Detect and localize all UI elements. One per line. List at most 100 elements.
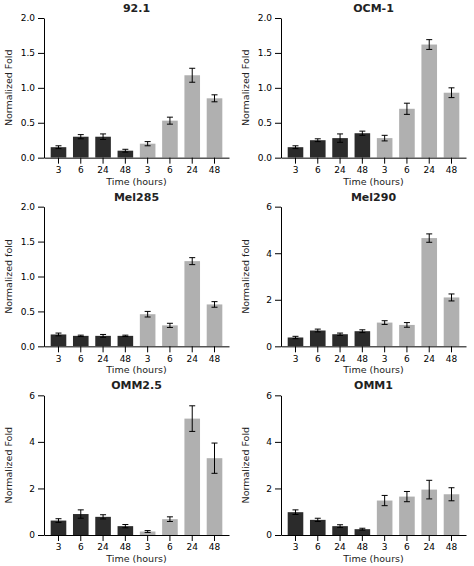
y-tick: 1.5 (258, 48, 281, 58)
error-bar (382, 135, 388, 141)
x-tick-label: 24 (334, 165, 346, 175)
y-tick: 0.0 (21, 153, 44, 163)
x-tick-label: 3 (145, 165, 151, 175)
bar (162, 325, 178, 346)
bar (399, 497, 415, 535)
y-tick-mark (38, 207, 44, 208)
y-tick-label: 1.0 (258, 83, 273, 93)
x-tick-mark (80, 158, 81, 164)
y-tick-label: 1.5 (258, 48, 272, 58)
x-tick-mark (169, 346, 170, 352)
plot-area (51, 258, 223, 347)
error-bar (359, 131, 365, 135)
bar (310, 520, 326, 535)
error-bar (189, 68, 195, 82)
y-tick-mark (275, 488, 281, 489)
x-tick-mark (214, 535, 215, 541)
y-axis-title: Normalized Fold (3, 50, 14, 127)
x-tick-label: 6 (404, 542, 410, 552)
y-tick-mark (38, 277, 44, 278)
y-tick-label: 0.5 (21, 307, 35, 317)
y-tick-label: 4 (266, 249, 272, 259)
error-bar (292, 336, 298, 338)
plot-area (288, 40, 460, 158)
bar (377, 323, 393, 347)
y-axis: 0.00.51.01.52.0 (258, 13, 282, 163)
x-tick: 6 (315, 158, 321, 175)
title: OMM1 (354, 379, 393, 392)
y-tick-mark (38, 53, 44, 54)
y-tick-mark (275, 535, 281, 536)
y-tick: 1.0 (21, 83, 44, 93)
x-tick-label: 48 (120, 165, 132, 175)
x-tick: 6 (404, 158, 410, 175)
x-tick: 24 (423, 158, 435, 175)
x-tick-mark (169, 535, 170, 541)
error-bar (337, 333, 343, 335)
error-bar (122, 335, 128, 336)
x-tick: 48 (446, 158, 458, 175)
x-tick-mark (317, 158, 318, 164)
y-tick: 2.0 (258, 13, 281, 23)
x-axis-title: Time (hours) (342, 176, 403, 187)
error-bar (404, 491, 410, 501)
x-tick-label: 6 (167, 354, 173, 364)
y-tick: 2 (266, 295, 281, 305)
x-axis: 362448362448 (45, 535, 230, 552)
y-tick: 1.0 (258, 83, 281, 93)
title: Mel285 (114, 191, 159, 204)
y-tick: 0 (266, 342, 281, 352)
x-tick-mark (295, 158, 296, 164)
error-bar (359, 330, 365, 333)
y-tick: 6 (266, 202, 281, 212)
y-tick-label: 0.5 (21, 118, 35, 128)
x-tick: 48 (209, 346, 221, 363)
x-tick-label: 48 (209, 354, 221, 364)
x-tick: 3 (382, 535, 388, 552)
bar-series (140, 258, 222, 347)
y-tick-label: 2.0 (21, 13, 36, 23)
y-axis-title: Normalized fold (240, 239, 251, 314)
x-tick-mark (147, 346, 148, 352)
x-tick-label: 24 (97, 354, 109, 364)
bar-series (288, 131, 370, 158)
y-tick-label: 2.0 (258, 13, 273, 23)
bar (95, 517, 111, 535)
y-tick: 2 (29, 484, 44, 494)
bar (421, 45, 437, 158)
x-tick-label: 6 (315, 354, 321, 364)
y-axis-title: Normalized Fold (240, 50, 251, 127)
error-bar (78, 510, 84, 518)
y-tick-mark (38, 535, 44, 536)
y-tick-label: 2 (266, 484, 272, 494)
error-bar (315, 139, 321, 142)
x-tick-mark (406, 346, 407, 352)
y-tick: 2.0 (21, 202, 44, 212)
y-axis-title: Normalized Fold (240, 427, 251, 504)
x-tick-mark (362, 535, 363, 541)
x-tick: 3 (56, 346, 62, 363)
x-tick: 6 (315, 346, 321, 363)
y-tick-mark (38, 311, 44, 312)
bar (73, 137, 89, 158)
x-tick: 6 (167, 535, 173, 552)
title: OMM2.5 (111, 379, 162, 392)
y-tick-mark (38, 442, 44, 443)
title: 92.1 (123, 2, 150, 15)
x-tick-label: 3 (382, 354, 388, 364)
error-bar (145, 142, 151, 146)
y-tick: 1.0 (21, 272, 44, 282)
x-tick-label: 48 (209, 542, 221, 552)
y-tick-mark (275, 395, 281, 396)
bar (140, 314, 156, 346)
bar (140, 532, 156, 535)
x-tick-label: 3 (145, 542, 151, 552)
x-tick: 3 (145, 346, 151, 363)
y-tick-mark (38, 158, 44, 159)
bar-series (140, 406, 222, 535)
x-tick: 6 (78, 535, 84, 552)
panel: 3624483624480.00.51.01.52.0Mel285Time (h… (3, 191, 230, 376)
x-axis-title: Time (hours) (105, 176, 166, 187)
error-bar (359, 528, 365, 530)
x-tick-mark (384, 346, 385, 352)
